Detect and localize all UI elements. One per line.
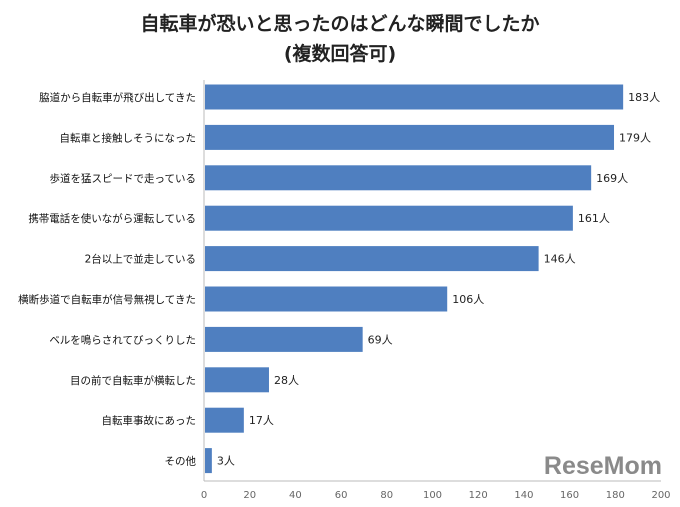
category-label: 携帯電話を使いながら運転している <box>28 212 196 225</box>
data-label: 183人 <box>628 91 660 104</box>
data-label: 3人 <box>217 455 235 468</box>
data-label: 169人 <box>596 172 628 185</box>
x-tick-label: 80 <box>380 490 393 501</box>
x-tick-label: 140 <box>514 490 533 501</box>
data-label: 17人 <box>249 414 274 427</box>
x-tick-label: 160 <box>560 490 579 501</box>
category-label: ベルを鳴らされてびっくりした <box>49 333 196 346</box>
bar <box>205 367 269 393</box>
data-label: 28人 <box>274 374 299 387</box>
data-label: 106人 <box>452 293 484 306</box>
x-tick-label: 100 <box>423 490 442 501</box>
data-label: 69人 <box>368 333 393 346</box>
bar <box>205 407 244 433</box>
category-label: 2台以上で並走している <box>85 253 196 266</box>
bar <box>205 448 212 474</box>
bar <box>205 124 615 150</box>
category-label: 横断歩道で自転車が信号無視してきた <box>18 293 196 306</box>
chart-title: 自転車が恐いと思ったのはどんな瞬間でしたか <box>140 12 539 35</box>
x-tick-label: 200 <box>651 490 670 501</box>
resemom-logo: ReseMom <box>544 452 662 480</box>
bar <box>205 205 573 231</box>
x-tick-label: 40 <box>289 490 302 501</box>
category-label: 自転車と接触しそうになった <box>60 131 197 144</box>
bar <box>205 246 539 272</box>
category-label: 脇道から自転車が飛び出してきた <box>39 91 196 104</box>
category-label: 歩道を猛スピードで走っている <box>50 172 196 185</box>
data-label: 161人 <box>578 212 610 225</box>
category-label: 目の前で自転車が横転した <box>70 374 196 387</box>
x-tick-label: 20 <box>243 490 256 501</box>
bar <box>205 326 363 352</box>
category-label: 自転車事故にあった <box>102 414 197 427</box>
bar <box>205 286 448 312</box>
bar <box>205 84 624 110</box>
chart-subtitle: (複数回答可) <box>284 42 396 65</box>
data-label: 146人 <box>544 253 576 266</box>
x-tick-label: 180 <box>606 490 625 501</box>
x-tick-label: 0 <box>201 490 207 501</box>
bar <box>205 165 592 191</box>
category-label: その他 <box>165 455 197 468</box>
x-tick-label: 60 <box>335 490 348 501</box>
x-tick-label: 120 <box>469 490 488 501</box>
data-label: 179人 <box>619 131 651 144</box>
